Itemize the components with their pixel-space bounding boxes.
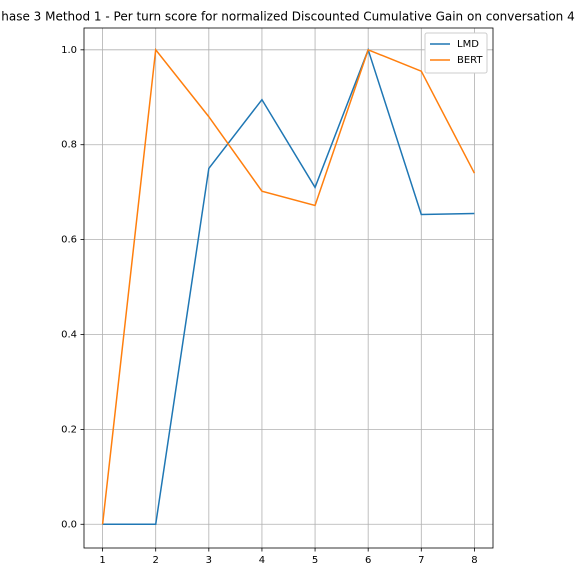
series-line — [102, 47, 475, 526]
plot-frame — [83, 27, 494, 549]
series-line — [101, 47, 476, 525]
y-tick-label: 0.6 — [61, 235, 77, 246]
y-tick-label: 0.0 — [61, 519, 77, 530]
legend-box — [424, 32, 488, 74]
x-tick-label: 6 — [365, 555, 371, 566]
y-tick-label: 0.2 — [61, 424, 77, 435]
x-tick-label: 1 — [99, 555, 105, 566]
x-tick-label: 3 — [206, 555, 212, 566]
x-tick-label: 2 — [153, 555, 159, 566]
y-tick-label: 0.8 — [61, 140, 77, 151]
chart-title: hase 3 Method 1 - Per turn score for nor… — [1, 10, 575, 24]
legend-label: BERT — [457, 55, 483, 66]
x-tick-label: 5 — [312, 555, 318, 566]
x-tick-label: 7 — [418, 555, 424, 566]
legend-label: LMD — [457, 39, 479, 50]
legend: LMD BERT — [424, 32, 488, 74]
y-tick-label: 0.4 — [61, 329, 77, 340]
y-tick-label: 1.0 — [61, 45, 77, 56]
x-tick-label: 4 — [259, 555, 265, 566]
x-tick-label: 8 — [471, 555, 477, 566]
